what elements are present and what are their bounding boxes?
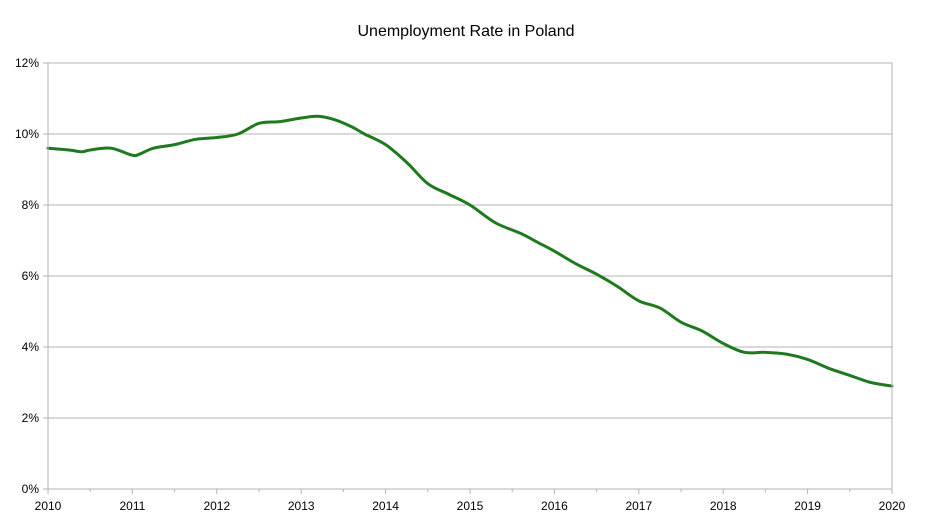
x-tick-label: 2020 bbox=[879, 499, 906, 513]
x-tick-label: 2019 bbox=[794, 499, 821, 513]
series-line bbox=[46, 114, 894, 388]
x-tick-label: 2018 bbox=[710, 499, 737, 513]
x-tick-label: 2017 bbox=[625, 499, 652, 513]
grid-lines bbox=[48, 62, 892, 490]
x-axis: 2010 2011 2012 2013 2014 2015 2016 2017 2018 2019… bbox=[35, 489, 906, 513]
y-tick-label: 8% bbox=[22, 198, 40, 212]
y-tick-label: 2% bbox=[22, 411, 40, 425]
x-tick-label: 2015 bbox=[457, 499, 484, 513]
x-tick-label: 2014 bbox=[372, 499, 399, 513]
y-tick-label: 12% bbox=[15, 56, 39, 70]
x-tick-label: 2016 bbox=[541, 499, 568, 513]
y-tick-label: 4% bbox=[22, 340, 40, 354]
chart-title: Unemployment Rate in Poland bbox=[357, 23, 574, 40]
y-tick-label: 0% bbox=[22, 482, 40, 496]
y-tick-label: 6% bbox=[22, 269, 40, 283]
x-tick-label: 2013 bbox=[288, 499, 315, 513]
x-tick-label: 2011 bbox=[119, 499, 145, 513]
plot-area bbox=[47, 62, 893, 490]
y-tick-label: 10% bbox=[15, 127, 39, 141]
x-tick-label: 2010 bbox=[35, 499, 62, 513]
y-axis: 0% 2% 4% 6% 8% 10% 12% bbox=[15, 56, 48, 496]
x-tick-label: 2012 bbox=[203, 499, 230, 513]
